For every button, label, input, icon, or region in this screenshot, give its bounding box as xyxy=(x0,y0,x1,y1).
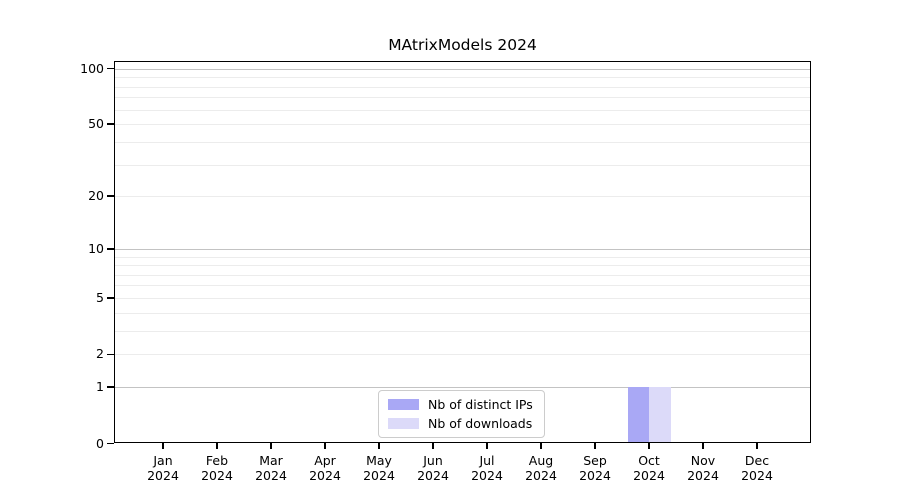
x-tick-mark xyxy=(540,443,542,449)
y-gridline-minor xyxy=(115,285,810,287)
plot-frame xyxy=(114,61,811,443)
x-tick-label-line: 2024 xyxy=(309,468,341,483)
legend-item-downloads: Nb of downloads xyxy=(388,416,535,431)
y-tick-label: 0 xyxy=(96,435,104,451)
y-tick-mark xyxy=(107,297,114,299)
y-gridline-minor xyxy=(115,256,810,258)
x-tick-mark xyxy=(702,443,704,449)
y-tick-label: 5 xyxy=(96,289,104,305)
bar-nb-of-distinct-ips-oct xyxy=(627,387,649,444)
x-tick-mark xyxy=(216,443,218,449)
y-tick-mark xyxy=(107,386,114,388)
x-tick-mark xyxy=(594,443,596,449)
y-tick-mark xyxy=(107,353,114,356)
x-tick-label: Apr 2024 xyxy=(297,453,353,483)
y-gridline-minor xyxy=(115,274,810,276)
y-gridline-major xyxy=(115,248,810,250)
x-tick-label-line: Oct xyxy=(638,453,660,468)
x-tick-label-line: 2024 xyxy=(417,468,449,483)
x-tick-label-line: 2024 xyxy=(255,468,287,483)
x-tick-label: Aug 2024 xyxy=(513,453,569,483)
x-tick-label-line: 2024 xyxy=(525,468,557,483)
y-gridline-minor xyxy=(115,297,810,299)
legend: Nb of distinct IPs Nb of downloads xyxy=(378,390,545,438)
y-gridline-minor xyxy=(115,164,810,166)
y-tick-mark xyxy=(107,123,114,125)
x-tick-label: May 2024 xyxy=(351,453,407,483)
legend-item-distinct-ips: Nb of distinct IPs xyxy=(388,397,535,412)
y-gridline-minor xyxy=(115,86,810,88)
x-tick-label: Jun 2024 xyxy=(405,453,461,483)
y-gridline-minor xyxy=(115,354,810,356)
legend-label-downloads: Nb of downloads xyxy=(428,416,533,431)
y-tick-mark xyxy=(107,442,114,445)
legend-swatch-distinct-ips-icon xyxy=(388,399,419,410)
y-gridline-minor xyxy=(115,312,810,314)
x-tick-label-line: Nov xyxy=(690,453,716,468)
x-tick-label-line: 2024 xyxy=(633,468,665,483)
y-gridline-minor xyxy=(115,196,810,198)
y-tick-label: 2 xyxy=(96,346,104,362)
y-gridline-minor xyxy=(115,109,810,111)
x-tick-label-line: 2024 xyxy=(147,468,179,483)
chart-title: MAtrixModels 2024 xyxy=(388,36,537,54)
x-tick-label-line: 2024 xyxy=(201,468,233,483)
x-tick-label-line: Feb xyxy=(205,453,229,468)
y-tick-mark xyxy=(107,67,114,70)
y-gridline-minor xyxy=(115,265,810,267)
y-tick-label: 20 xyxy=(88,188,104,204)
y-gridline-minor xyxy=(115,330,810,332)
x-tick-mark xyxy=(486,443,488,449)
y-gridline-minor xyxy=(115,97,810,99)
x-tick-mark xyxy=(162,443,164,449)
x-tick-label: Jan 2024 xyxy=(135,453,191,483)
y-gridline-minor xyxy=(115,77,810,79)
x-tick-label-line: Jan xyxy=(153,453,173,468)
y-gridline-major xyxy=(115,68,810,70)
x-tick-label-line: Jul xyxy=(479,453,495,468)
x-tick-label-line: Dec xyxy=(744,453,770,468)
legend-swatch-downloads-icon xyxy=(388,418,419,429)
x-tick-label-line: Aug xyxy=(528,453,554,468)
x-tick-label-line: Apr xyxy=(314,453,336,468)
y-tick-label: 1 xyxy=(96,379,104,395)
x-tick-mark xyxy=(756,443,758,449)
x-tick-label-line: Jun xyxy=(423,453,443,468)
x-tick-label-line: 2024 xyxy=(471,468,503,483)
y-gridline-major xyxy=(115,387,810,389)
x-tick-label: Nov 2024 xyxy=(675,453,731,483)
y-tick-mark xyxy=(107,195,114,197)
x-tick-label-line: 2024 xyxy=(579,468,611,483)
y-tick-label: 10 xyxy=(88,240,104,256)
legend-label-distinct-ips: Nb of distinct IPs xyxy=(428,397,533,412)
x-tick-label-line: May xyxy=(366,453,392,468)
x-tick-label: Jul 2024 xyxy=(459,453,515,483)
x-tick-label-line: 2024 xyxy=(687,468,719,483)
y-tick-mark xyxy=(107,248,114,250)
y-tick-label: 50 xyxy=(88,116,104,132)
x-tick-mark xyxy=(432,443,434,449)
x-tick-label: Oct 2024 xyxy=(621,453,677,483)
bar-nb-of-downloads-oct xyxy=(649,387,671,444)
x-tick-mark xyxy=(270,443,272,449)
y-tick-label: 100 xyxy=(80,60,104,76)
x-tick-mark xyxy=(324,443,326,449)
x-tick-label-line: Sep xyxy=(583,453,607,468)
x-tick-label: Feb 2024 xyxy=(189,453,245,483)
x-tick-label-line: 2024 xyxy=(363,468,395,483)
y-gridline-minor xyxy=(115,141,810,143)
x-tick-label-line: 2024 xyxy=(741,468,773,483)
x-tick-mark xyxy=(378,443,380,449)
x-tick-label: Dec 2024 xyxy=(729,453,785,483)
y-gridline-minor xyxy=(115,124,810,126)
x-tick-label-line: Mar xyxy=(259,453,283,468)
x-tick-label: Sep 2024 xyxy=(567,453,623,483)
x-tick-label: Mar 2024 xyxy=(243,453,299,483)
x-tick-mark xyxy=(648,443,650,449)
